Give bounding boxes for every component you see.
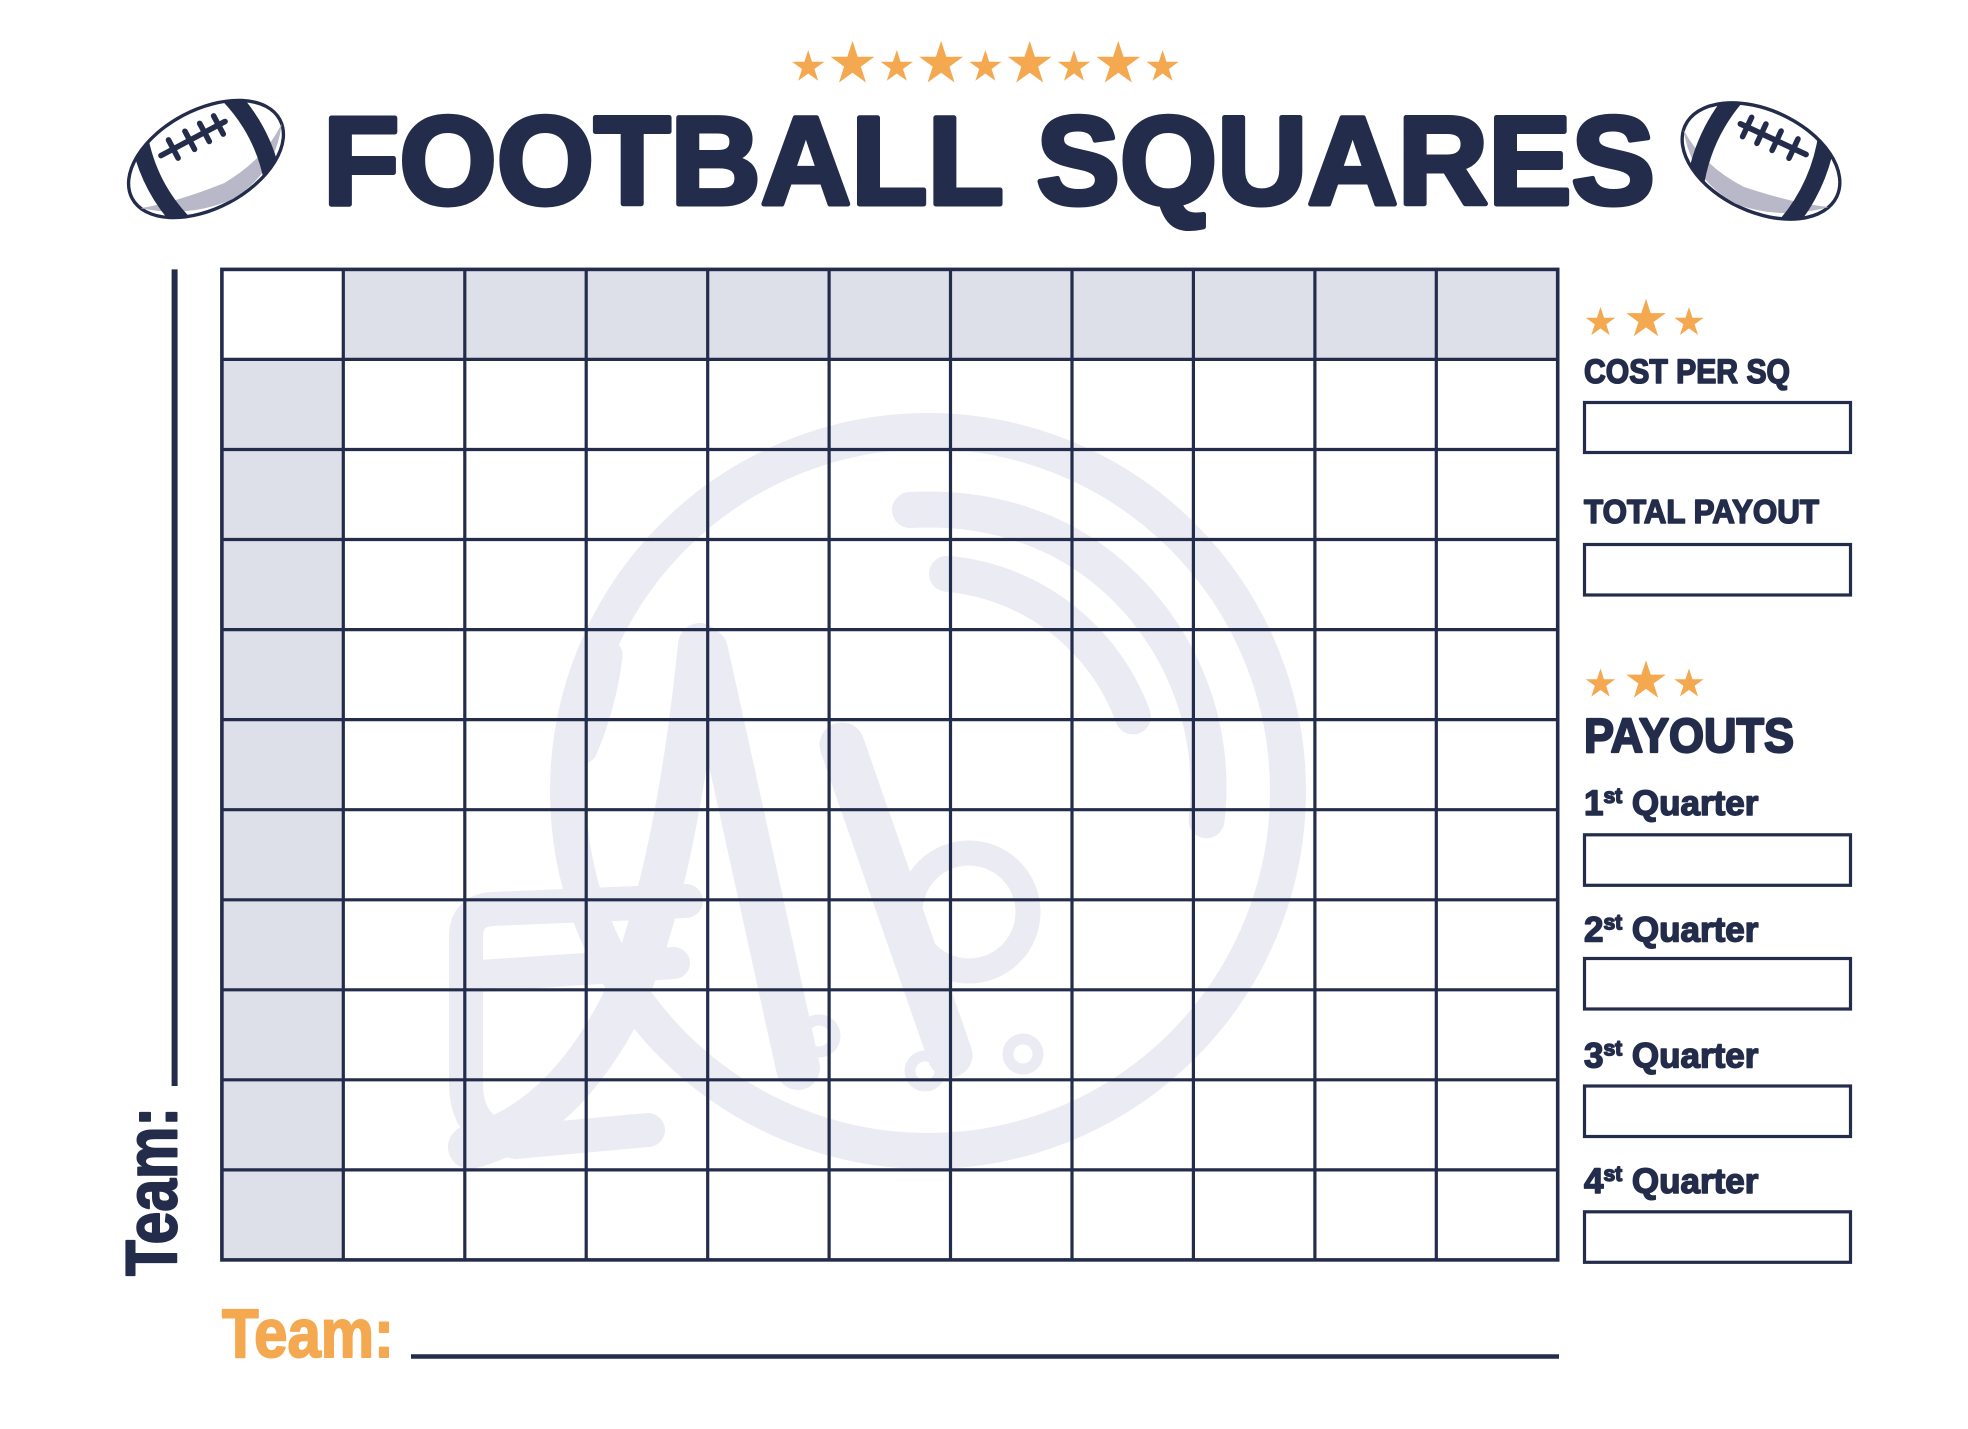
svg-text:2st Quarter: 2st Quarter — [1584, 911, 1759, 950]
svg-text:1st Quarter: 1st Quarter — [1584, 784, 1759, 823]
svg-text:Team:: Team: — [222, 1295, 394, 1372]
svg-text:Team:: Team: — [113, 1107, 193, 1276]
svg-text:TOTAL PAYOUT: TOTAL PAYOUT — [1584, 493, 1819, 530]
svg-text:COST PER SQ: COST PER SQ — [1584, 353, 1790, 391]
svg-text:PAYOUTS: PAYOUTS — [1584, 710, 1794, 763]
svg-text:FOOTBALL SQUARES: FOOTBALL SQUARES — [323, 92, 1655, 231]
